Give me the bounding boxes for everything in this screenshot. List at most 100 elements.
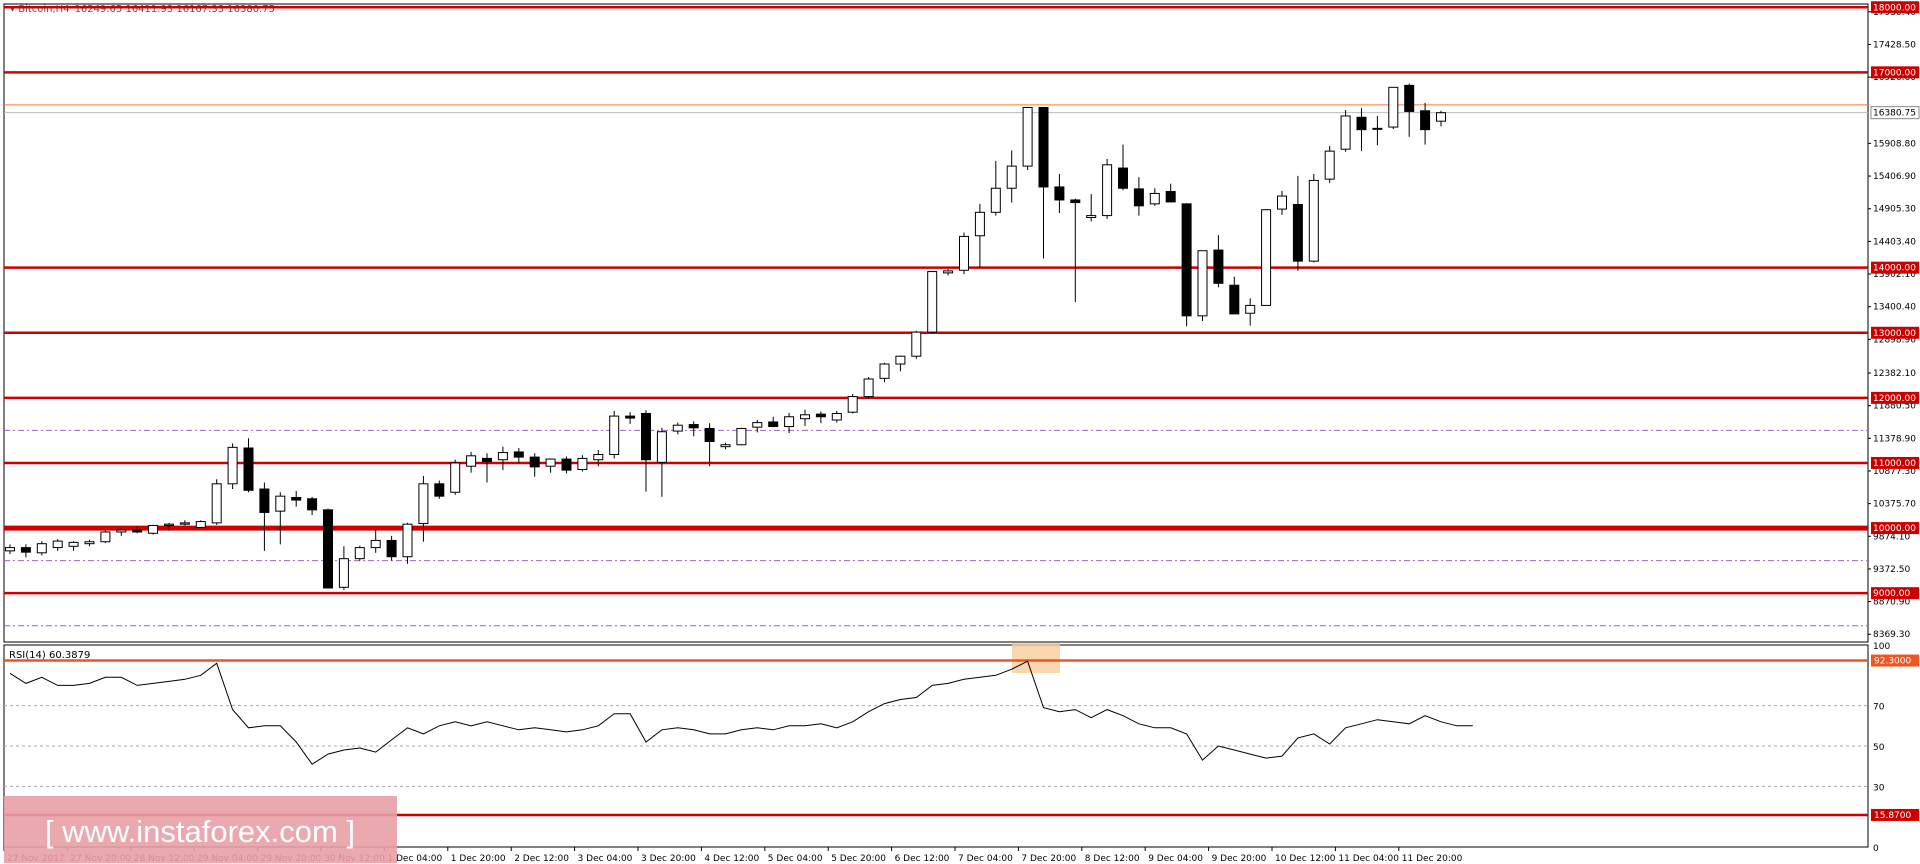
- price-tick-label: 8369.30: [1873, 630, 1910, 640]
- candle: [1181, 203, 1192, 327]
- candle: [656, 427, 667, 497]
- candle: [323, 508, 333, 589]
- candle-body: [1086, 215, 1097, 219]
- candle: [815, 411, 826, 424]
- candle-body: [609, 415, 620, 456]
- candle-body: [911, 331, 922, 357]
- candle-body: [1102, 164, 1113, 217]
- price-tick-label: 8870.90: [1873, 598, 1910, 608]
- candle: [1054, 173, 1065, 213]
- candle: [1149, 188, 1160, 206]
- candle: [1038, 106, 1049, 259]
- current-price-label-bg: [1870, 106, 1920, 120]
- candle: [1165, 183, 1176, 203]
- price-tick-label: 12382.10: [1873, 369, 1916, 379]
- candle: [529, 453, 540, 477]
- candle: [831, 410, 842, 423]
- candle-body: [1420, 110, 1431, 131]
- level-label: 12000.00: [1873, 394, 1916, 404]
- watermark-text: [ www.instaforex.com ]: [45, 814, 355, 849]
- candle: [895, 355, 906, 372]
- rsi-line: [9, 660, 1473, 765]
- candle-body: [1022, 107, 1033, 167]
- candle: [68, 541, 79, 551]
- candle-body: [1038, 107, 1049, 188]
- candle: [990, 160, 1001, 216]
- price-layer: [4, 6, 1868, 627]
- candle-body: [1356, 116, 1367, 131]
- candle-body: [307, 498, 318, 511]
- candle: [847, 393, 858, 414]
- candle-body: [227, 446, 238, 485]
- candle-body: [943, 270, 954, 274]
- candle: [5, 544, 15, 555]
- candle-body: [1197, 250, 1208, 317]
- candle-body: [275, 495, 286, 512]
- header-arrow-icon: ▾: [10, 4, 18, 15]
- candle: [863, 377, 874, 399]
- candle-body: [1436, 112, 1446, 122]
- chart-header: ▾ Bitcoin,H4 16249.65 16411.93 16167.33 1…: [10, 4, 275, 15]
- price-tick-label: 15406.90: [1873, 172, 1916, 182]
- time-tick-label: 3 Dec 20:00: [641, 854, 696, 864]
- candle: [1388, 86, 1399, 129]
- candle: [1213, 235, 1224, 288]
- level-label-bg: [1871, 66, 1919, 79]
- candle: [243, 438, 254, 493]
- candle: [1292, 175, 1303, 271]
- candle: [752, 420, 763, 433]
- candle-body: [116, 529, 127, 533]
- candle: [434, 480, 445, 499]
- candle-body: [815, 413, 826, 418]
- candle-body: [1404, 84, 1415, 112]
- candle: [672, 422, 683, 435]
- candle-body: [1308, 179, 1319, 262]
- level-label: 17000.00: [1873, 68, 1916, 78]
- candle-body: [418, 483, 429, 525]
- candle-body: [656, 431, 667, 463]
- candle-body: [1118, 167, 1128, 189]
- candle: [641, 410, 651, 492]
- candle: [291, 490, 302, 507]
- candle: [179, 520, 190, 526]
- candle: [1261, 209, 1272, 306]
- candle-body: [1213, 249, 1224, 284]
- candle: [100, 530, 111, 544]
- candle-body: [752, 422, 763, 428]
- candle-body: [20, 547, 31, 553]
- candle-body: [529, 456, 540, 468]
- candle: [116, 528, 127, 536]
- price-tick-label: 9372.50: [1873, 565, 1910, 575]
- candle: [625, 412, 636, 424]
- candle-body: [100, 531, 111, 543]
- candle: [609, 410, 620, 459]
- candle-body: [513, 451, 524, 458]
- candle: [450, 459, 461, 495]
- candle-body: [1133, 188, 1144, 207]
- rsi-level-label-bg: [1871, 808, 1919, 821]
- level-label: 11000.00: [1873, 459, 1916, 469]
- candle-body: [990, 187, 1001, 213]
- time-tick-label: 5 Dec 04:00: [768, 854, 823, 864]
- candle-body: [784, 416, 795, 428]
- candle-body: [5, 547, 15, 552]
- time-tick-label: 10 Dec 12:00: [1275, 854, 1336, 864]
- candle: [1420, 102, 1431, 145]
- candle-body: [1070, 199, 1081, 204]
- candle-body: [1372, 127, 1383, 130]
- candle-body: [800, 414, 810, 420]
- time-tick-label: 9 Dec 20:00: [1212, 854, 1267, 864]
- candle-body: [863, 378, 874, 398]
- candle-body: [1277, 195, 1287, 210]
- candle-body: [1054, 186, 1065, 201]
- level-label-bg: [1871, 522, 1919, 535]
- time-tick-label: 1 Dec 04:00: [387, 854, 442, 864]
- candle: [148, 524, 159, 535]
- candle: [482, 453, 492, 483]
- candle: [1356, 108, 1367, 152]
- candle: [959, 232, 969, 275]
- candle-body: [1324, 150, 1335, 180]
- price-tick-label: 12898.90: [1873, 335, 1916, 345]
- time-tick-label: 6 Dec 12:00: [895, 854, 950, 864]
